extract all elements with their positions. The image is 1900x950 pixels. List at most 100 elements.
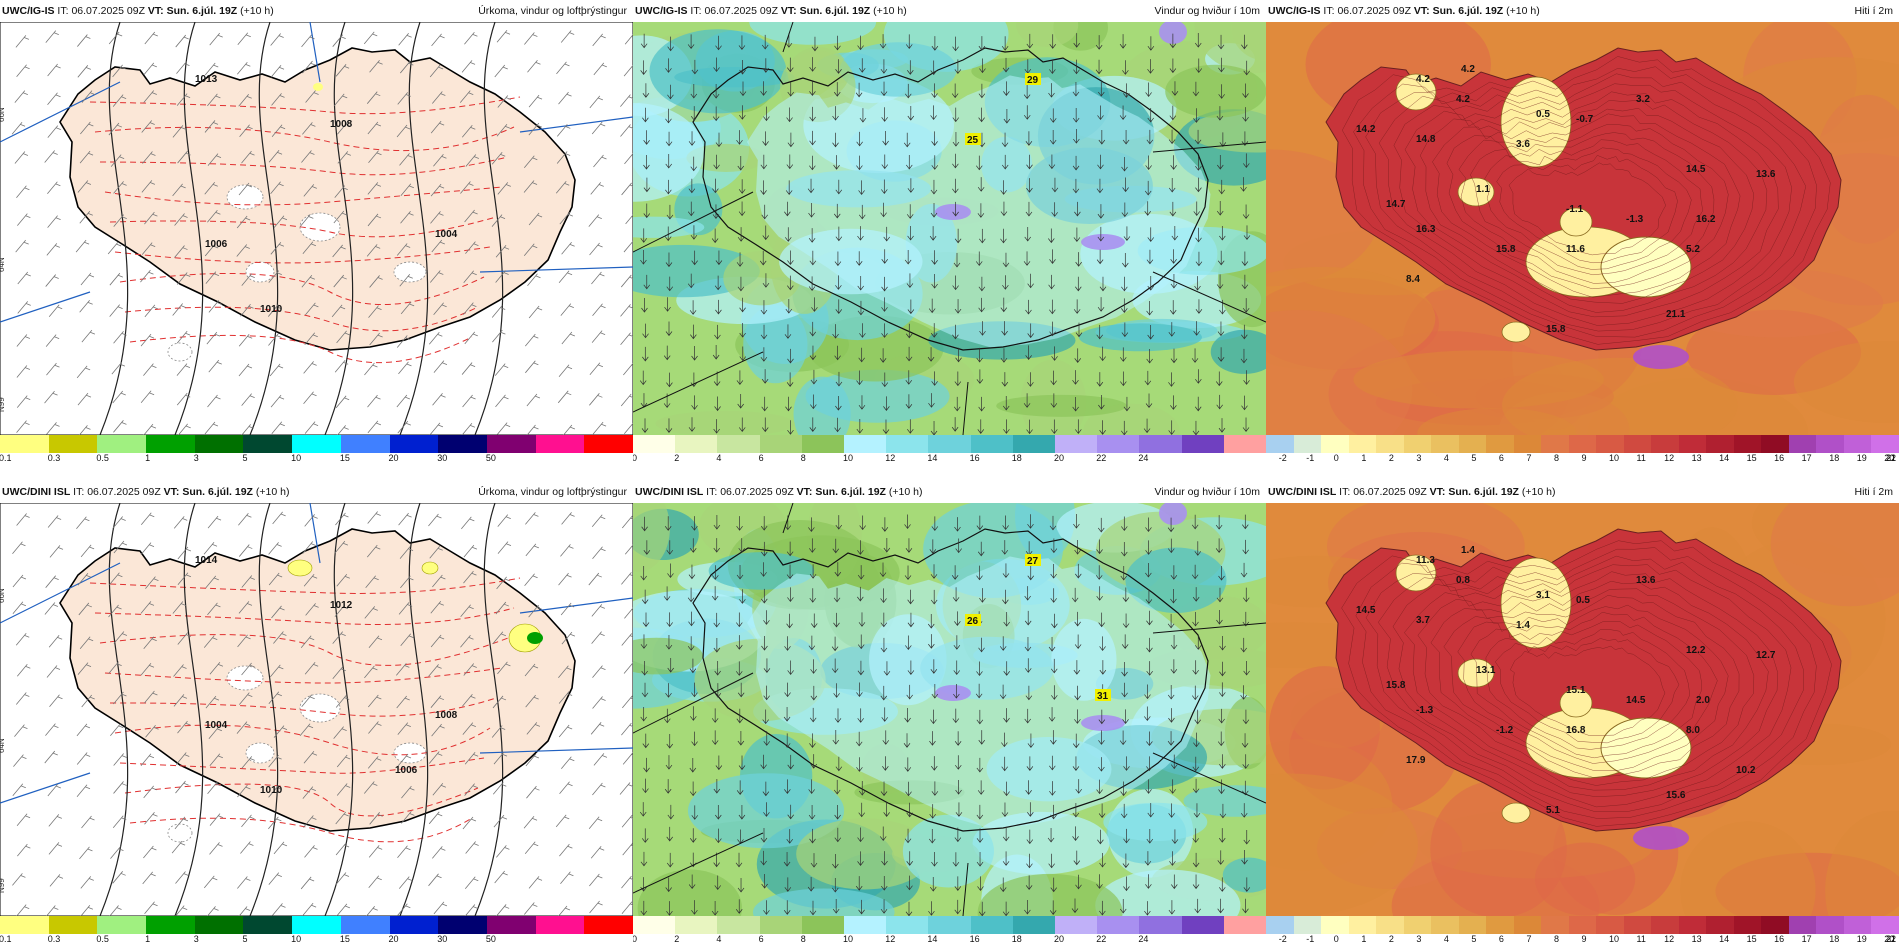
colorbar-tick-label: 4 [716,453,722,463]
colorbar-tick-label: 8 [800,934,806,944]
isobar-label: 1013 [195,74,218,85]
panel-header: UWC/IG-IS IT: 06.07.2025 09Z VT: Sun. 6.… [1266,0,1899,22]
panel-title: Hiti í 2m [1854,5,1893,17]
model-name: UWC/IG-IS [635,5,688,17]
colorbar-ticks: -2 -1 0 1 2 3 4 5 6 7 8 9 10 11 12 13 14 15 16 17 18 19 20 21 22 [1266,934,1899,945]
colorbar-tick-label: 20 [388,453,399,463]
colorbar-tick-label: 8 [800,453,806,463]
colorbar-swatch [486,435,536,453]
colorbar-tick-label: 0.1 [0,934,12,944]
colorbar-swatch [1403,435,1432,453]
forecast-panel-temp: UWC/DINI ISL IT: 06.07.2025 09Z VT: Sun.… [1266,481,1899,945]
colorbar-legend [633,916,1266,934]
colorbar-swatch [1733,916,1762,934]
gust-label: 26 [967,616,979,627]
colorbar-swatch [97,435,147,453]
temperature-label: 3.1 [1536,590,1550,601]
weather-map[interactable]: 4.2 4.2 4.2 0.5 3.2 -0.7 14.2 14.8 3.6 14.5 13.6 14… [1266,22,1899,435]
colorbar-swatch [1293,916,1322,934]
colorbar-tick-label: 10 [1609,934,1620,944]
colorbar-swatch [146,435,195,453]
colorbar-swatch [1541,916,1569,934]
colorbar-tick-label: 15 [1746,934,1757,944]
colorbar-tick-label: 16 [1774,453,1785,463]
weather-map[interactable]: 1014 1012 1008 1004 1010 1006 66N 64N N99 [0,503,633,916]
temperature-label: -1.1 [1566,204,1584,215]
lead-time: (+10 h) [240,5,274,17]
weather-map[interactable]: 1013 1008 1004 1006 1010 66N 64N N99 [0,22,633,435]
isobar-label: 1006 [395,765,418,776]
panel-header: UWC/DINI ISL IT: 06.07.2025 09Z VT: Sun.… [633,481,1266,503]
colorbar-swatch [340,916,390,934]
colorbar-tick-label: 1 [1361,453,1367,463]
weather-map[interactable]: 11.3 0.8 1.4 3.1 13.6 0.5 14.5 3.7 1.4 12.2 12.7 15… [1266,503,1899,916]
temperature-label: 1.4 [1516,620,1530,631]
colorbar-swatch [584,435,633,453]
colorbar-swatch [1223,435,1266,453]
isobar-label: 1008 [435,710,458,721]
colorbar-swatch [928,916,971,934]
colorbar-swatch [1348,916,1377,934]
colorbar-tick-label: 5 [242,934,248,944]
colorbar-tick-label: 8 [1553,934,1559,944]
forecast-panel-temp: UWC/IG-IS IT: 06.07.2025 09Z VT: Sun. 6.… [1266,0,1899,464]
colorbar-swatch [389,916,439,934]
colorbar-swatch [801,916,845,934]
colorbar-tick-label: 4 [1443,934,1449,944]
colorbar-swatch [675,435,718,453]
colorbar-swatch [1678,435,1707,453]
latitude-label: 66N [0,588,6,603]
lead-time: (+10 h) [255,486,290,498]
temperature-label: 3.7 [1416,615,1430,626]
colorbar-tick-label: 20 [1054,453,1065,463]
temperature-label: 13.6 [1636,575,1656,586]
colorbar-swatch [535,435,585,453]
colorbar-tick-label: 3 [1416,453,1422,463]
colorbar-swatch [1431,916,1459,934]
colorbar-tick-label: 24 [1138,934,1149,944]
colorbar-swatch [1513,435,1542,453]
colorbar-swatch [717,435,760,453]
colorbar-tick-label: 0 [1333,934,1339,944]
temperature-label: 14.7 [1386,199,1406,210]
weather-map[interactable]: 27 26 31 [633,503,1266,916]
colorbar-swatch [194,435,244,453]
colorbar-tick-label: 3 [193,453,199,463]
colorbar-legend [0,916,633,934]
colorbar-swatch [1431,435,1459,453]
forecast-panel-wind: UWC/DINI ISL IT: 06.07.2025 09Z VT: Sun.… [633,481,1266,945]
colorbar-ticks: -2 -1 0 1 2 3 4 5 6 7 8 9 10 11 12 13 14 15 16 17 18 19 20 21 22 [1266,453,1899,464]
temperature-label: 15.1 [1566,685,1586,696]
colorbar-tick-label: 13 [1691,934,1702,944]
temperature-label: 1.1 [1476,184,1490,195]
temperature-label: 0.5 [1536,109,1550,120]
isobar-label: 1008 [330,119,353,130]
temperature-label: 10.2 [1736,765,1756,776]
it-label: IT: [57,5,69,17]
colorbar-tick-label: 2 [674,453,680,463]
colorbar-swatch [1623,435,1652,453]
temperature-label: 14.8 [1416,134,1436,145]
colorbar-tick-label: 3 [1416,934,1422,944]
colorbar-tick-label: 6 [1498,934,1504,944]
weather-map[interactable]: 29 25 [633,22,1266,435]
colorbar-swatch [1403,916,1432,934]
panel-title: Úrkoma, vindur og loftþrýstingur [478,5,627,17]
colorbar-swatch [1458,435,1487,453]
gust-label: 25 [967,135,979,146]
lead-time: (+10 h) [1521,486,1556,498]
colorbar-tick-label: -1 [1306,453,1315,463]
colorbar-tick-label: 12 [1664,934,1675,944]
panel-title: Úrkoma, vindur og loftþrýstingur [478,486,627,498]
colorbar-swatch [1843,435,1872,453]
colorbar-tick-label: 22 [1886,453,1897,463]
colorbar-tick-label: 15 [339,934,350,944]
colorbar-swatch [1541,435,1569,453]
colorbar-tick-label: 15 [339,453,350,463]
colorbar-swatch [1761,916,1789,934]
temperature-label: 13.1 [1476,665,1496,676]
isobar-label: 1014 [195,555,218,566]
colorbar-tick-label: -2 [1278,934,1287,944]
temperature-label: 15.8 [1386,680,1406,691]
colorbar-tick-label: 1 [1361,934,1367,944]
